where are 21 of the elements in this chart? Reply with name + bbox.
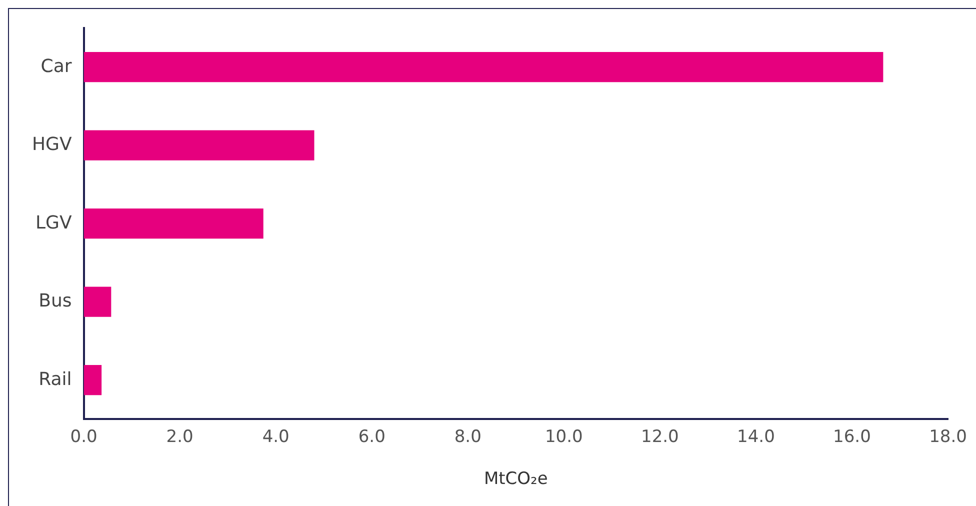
x-tick-label: 0.0 <box>70 426 98 447</box>
bar <box>84 365 102 396</box>
x-tick-label: 4.0 <box>262 426 290 447</box>
x-tick-label: 6.0 <box>358 426 386 447</box>
x-tick-label: 8.0 <box>454 426 482 447</box>
y-tick-label: HGV <box>32 134 72 156</box>
bar <box>84 130 314 160</box>
x-tick-label: 2.0 <box>166 426 194 447</box>
x-tick-label: 16.0 <box>833 426 871 447</box>
y-tick-label: LGV <box>36 212 72 234</box>
x-axis-title: MtCO₂e <box>484 469 548 490</box>
y-tick-label: Car <box>40 56 72 77</box>
x-tick-label: 14.0 <box>737 426 775 447</box>
y-tick-label: Bus <box>38 290 72 312</box>
x-tick-label: 18.0 <box>929 426 967 447</box>
x-tick-label: 12.0 <box>641 426 679 447</box>
x-tick-label: 10.0 <box>544 426 583 447</box>
bar <box>84 52 884 82</box>
bar <box>84 286 112 317</box>
bar <box>84 208 264 239</box>
y-tick-label: Rail <box>38 368 72 390</box>
